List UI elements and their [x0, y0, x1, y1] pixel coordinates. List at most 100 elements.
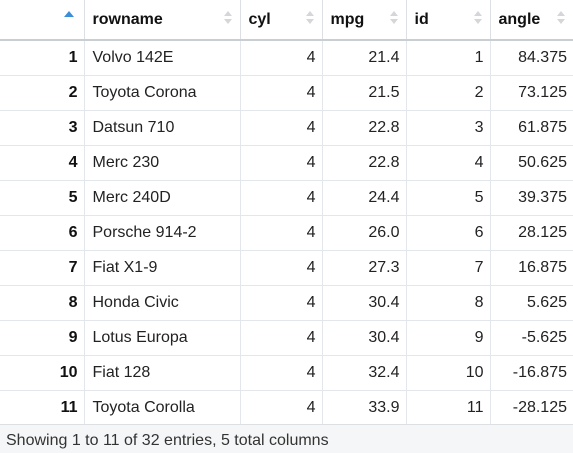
sort-icon	[473, 11, 482, 27]
row-index: 11	[0, 390, 85, 426]
column-header-label: cyl	[248, 10, 271, 28]
cell-rowname: Honda Civic	[84, 285, 241, 321]
cell-rowname: Fiat 128	[84, 355, 241, 391]
sort-icon	[305, 11, 314, 27]
column-header-label: mpg	[330, 10, 365, 28]
cell-mpg: 21.5	[322, 75, 407, 111]
cell-mpg: 24.4	[322, 180, 407, 216]
table-row[interactable]: 1 Volvo 142E 4 21.4 1 84.375	[0, 40, 573, 76]
cell-cyl: 4	[240, 320, 323, 356]
cell-rowname: Porsche 914-2	[84, 215, 241, 251]
header-row: rowname cyl mpg id angle	[0, 0, 573, 41]
cell-id: 8	[406, 285, 491, 321]
column-header-index[interactable]	[0, 0, 85, 41]
cell-angle: 16.875	[490, 250, 573, 286]
cell-mpg: 21.4	[322, 40, 407, 76]
cell-id: 5	[406, 180, 491, 216]
row-index: 7	[0, 250, 85, 286]
cell-id: 9	[406, 320, 491, 356]
cell-cyl: 4	[240, 75, 323, 111]
row-index: 3	[0, 110, 85, 146]
cell-id: 2	[406, 75, 491, 111]
cell-cyl: 4	[240, 250, 323, 286]
row-index: 2	[0, 75, 85, 111]
cell-cyl: 4	[240, 145, 323, 181]
sort-icon	[557, 11, 565, 27]
cell-angle: -16.875	[490, 355, 573, 391]
column-header-label: angle	[498, 10, 541, 28]
column-header-rowname[interactable]: rowname	[84, 0, 241, 41]
cell-cyl: 4	[240, 390, 323, 426]
cell-id: 7	[406, 250, 491, 286]
row-index: 8	[0, 285, 85, 321]
table-row[interactable]: 4 Merc 230 4 22.8 4 50.625	[0, 145, 573, 181]
cell-cyl: 4	[240, 355, 323, 391]
table-row[interactable]: 11 Toyota Corolla 4 33.9 11 -28.125	[0, 390, 573, 426]
table-row[interactable]: 2 Toyota Corona 4 21.5 2 73.125	[0, 75, 573, 111]
cell-cyl: 4	[240, 40, 323, 76]
row-index: 1	[0, 40, 85, 76]
cell-angle: -5.625	[490, 320, 573, 356]
cell-rowname: Lotus Europa	[84, 320, 241, 356]
cell-id: 3	[406, 110, 491, 146]
column-header-angle[interactable]: angle	[490, 0, 573, 41]
cell-mpg: 30.4	[322, 285, 407, 321]
cell-rowname: Datsun 710	[84, 110, 241, 146]
table-row[interactable]: 3 Datsun 710 4 22.8 3 61.875	[0, 110, 573, 146]
cell-angle: 84.375	[490, 40, 573, 76]
cell-rowname: Merc 240D	[84, 180, 241, 216]
cell-rowname: Merc 230	[84, 145, 241, 181]
table-row[interactable]: 9 Lotus Europa 4 30.4 9 -5.625	[0, 320, 573, 356]
table-row[interactable]: 10 Fiat 128 4 32.4 10 -16.875	[0, 355, 573, 391]
sort-icon	[223, 11, 232, 27]
row-index: 10	[0, 355, 85, 391]
row-index: 5	[0, 180, 85, 216]
cell-angle: 39.375	[490, 180, 573, 216]
cell-id: 1	[406, 40, 491, 76]
cell-cyl: 4	[240, 110, 323, 146]
cell-mpg: 32.4	[322, 355, 407, 391]
cell-rowname: Toyota Corolla	[84, 390, 241, 426]
row-index: 4	[0, 145, 85, 181]
cell-angle: 73.125	[490, 75, 573, 111]
column-header-mpg[interactable]: mpg	[322, 0, 407, 41]
cell-id: 10	[406, 355, 491, 391]
cell-rowname: Fiat X1-9	[84, 250, 241, 286]
cell-angle: 50.625	[490, 145, 573, 181]
sort-ascending-icon	[64, 11, 74, 17]
column-header-label: id	[414, 10, 429, 28]
table-row[interactable]: 8 Honda Civic 4 30.4 8 5.625	[0, 285, 573, 321]
entries-info: Showing 1 to 11 of 32 entries, 5 total c…	[6, 432, 329, 449]
cell-id: 4	[406, 145, 491, 181]
column-header-label: rowname	[92, 10, 163, 28]
table-footer: Showing 1 to 11 of 32 entries, 5 total c…	[0, 424, 573, 453]
cell-angle: 5.625	[490, 285, 573, 321]
cell-rowname: Toyota Corona	[84, 75, 241, 111]
table-row[interactable]: 7 Fiat X1-9 4 27.3 7 16.875	[0, 250, 573, 286]
sort-icon	[389, 11, 398, 27]
cell-mpg: 27.3	[322, 250, 407, 286]
cell-angle: 61.875	[490, 110, 573, 146]
cell-mpg: 30.4	[322, 320, 407, 356]
cell-id: 6	[406, 215, 491, 251]
row-index: 6	[0, 215, 85, 251]
cell-mpg: 33.9	[322, 390, 407, 426]
column-header-cyl[interactable]: cyl	[240, 0, 323, 41]
cell-cyl: 4	[240, 180, 323, 216]
cell-mpg: 26.0	[322, 215, 407, 251]
cell-rowname: Volvo 142E	[84, 40, 241, 76]
row-index: 9	[0, 320, 85, 356]
cell-cyl: 4	[240, 285, 323, 321]
cell-mpg: 22.8	[322, 145, 407, 181]
data-table: rowname cyl mpg id angle	[0, 0, 573, 426]
cell-mpg: 22.8	[322, 110, 407, 146]
table-body: 1 Volvo 142E 4 21.4 1 84.375 2 Toyota Co…	[0, 40, 573, 426]
table-row[interactable]: 6 Porsche 914-2 4 26.0 6 28.125	[0, 215, 573, 251]
cell-angle: 28.125	[490, 215, 573, 251]
cell-id: 11	[406, 390, 491, 426]
cell-angle: -28.125	[490, 390, 573, 426]
column-header-id[interactable]: id	[406, 0, 491, 41]
cell-cyl: 4	[240, 215, 323, 251]
table-row[interactable]: 5 Merc 240D 4 24.4 5 39.375	[0, 180, 573, 216]
